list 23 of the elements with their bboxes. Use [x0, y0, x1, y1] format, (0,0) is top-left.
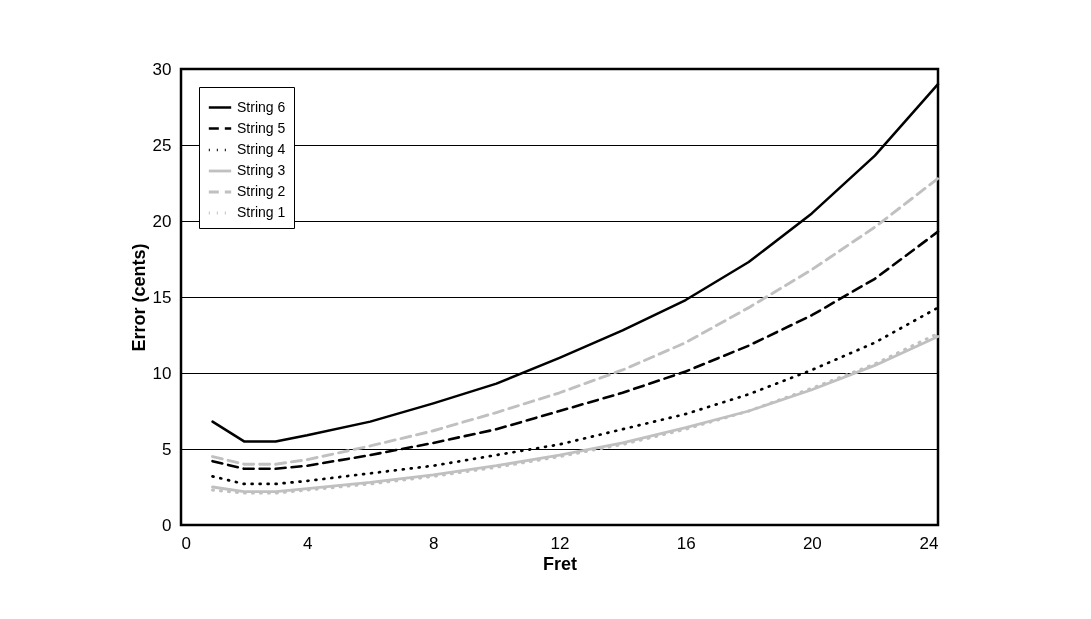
x-tick-label: 16	[676, 533, 696, 553]
legend-label: String 2	[237, 183, 286, 199]
x-tick-label: 24	[919, 533, 939, 553]
y-tick-label: 5	[162, 439, 172, 459]
y-tick-label: 20	[152, 211, 172, 231]
legend-label: String 5	[237, 119, 286, 136]
y-axis-title: Error (cents)	[128, 243, 149, 352]
y-tick-label: 10	[152, 363, 172, 383]
x-axis-title: Fret	[542, 553, 578, 574]
y-tick-label: 0	[162, 515, 172, 535]
legend-label: String 4	[237, 141, 286, 157]
legend-label: String 6	[237, 98, 286, 115]
y-tick-label: 30	[152, 59, 172, 79]
x-tick-label: 8	[429, 533, 439, 553]
x-tick-label: 12	[550, 533, 570, 553]
x-tick-label: 4	[302, 533, 313, 553]
y-tick-label: 25	[152, 135, 172, 155]
x-tick-label: 20	[802, 533, 822, 553]
x-tick-label: 0	[181, 533, 191, 553]
legend-label: String 1	[237, 204, 286, 220]
legend-label: String 3	[237, 162, 286, 178]
y-tick-label: 15	[152, 287, 172, 307]
line-series	[211, 176, 940, 466]
